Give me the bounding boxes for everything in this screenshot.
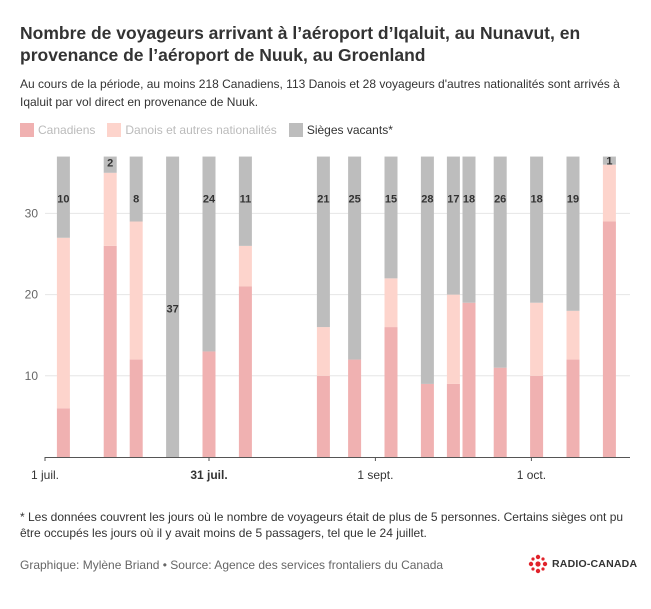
bar-segment-canadiens xyxy=(384,327,398,457)
bar-segment-canadiens xyxy=(462,302,476,457)
bar-segment-canadiens xyxy=(103,245,117,457)
bar-segment-danois xyxy=(602,164,616,222)
bar-segment-vacants xyxy=(56,156,70,238)
bar-segment-canadiens xyxy=(446,383,460,457)
radio-canada-logo-text: RADIO-CANADA xyxy=(552,558,638,570)
legend-item-vacants[interactable]: Sièges vacants* xyxy=(288,123,393,137)
x-tick-label: 1 sept. xyxy=(357,468,393,482)
legend-swatch-vacants xyxy=(288,123,303,137)
x-tick-label: 1 oct. xyxy=(517,468,546,482)
data-label-vacants: 1 xyxy=(606,156,612,168)
data-label-vacants: 17 xyxy=(447,194,459,206)
bar-segment-danois xyxy=(384,278,398,328)
data-label-vacants: 21 xyxy=(317,194,329,206)
bar-segment-danois xyxy=(566,310,580,360)
data-label-vacants: 18 xyxy=(463,194,475,206)
data-label-vacants: 8 xyxy=(133,194,139,206)
bar-segment-canadiens xyxy=(238,286,252,457)
radio-canada-logo[interactable]: RADIO-CANADA xyxy=(528,554,637,574)
bar-segment-vacants xyxy=(166,156,180,457)
bar-segment-danois xyxy=(103,172,117,246)
data-label-vacants: 18 xyxy=(530,194,542,206)
data-label-vacants: 28 xyxy=(421,194,433,206)
data-label-vacants: 2 xyxy=(107,158,113,170)
bar-segment-vacants xyxy=(566,156,580,311)
bar-segment-vacants xyxy=(420,156,434,384)
bar-segment-danois xyxy=(530,302,544,376)
legend-label-canadiens: Canadiens xyxy=(38,123,96,137)
bar-segment-danois xyxy=(56,237,70,409)
bar-segment-canadiens xyxy=(493,367,507,457)
data-label-vacants: 10 xyxy=(57,194,69,206)
bar-segment-danois xyxy=(316,327,330,376)
y-tick-label: 30 xyxy=(25,206,39,220)
chart-title: Nombre de voyageurs arrivant à l’aéropor… xyxy=(20,23,581,65)
x-tick-label: 31 juil. xyxy=(190,468,227,482)
bar-segment-canadiens xyxy=(348,359,362,457)
bar-segment-canadiens xyxy=(129,359,143,457)
bar-segment-vacants xyxy=(103,156,117,173)
bar-segment-canadiens xyxy=(530,375,544,457)
bar-segment-vacants xyxy=(446,156,460,295)
data-label-vacants: 26 xyxy=(494,194,506,206)
legend-swatch-canadiens xyxy=(20,123,34,137)
data-label-vacants: 15 xyxy=(385,194,397,206)
bar-segment-vacants xyxy=(530,156,544,303)
data-label-vacants: 24 xyxy=(203,194,216,206)
data-label-vacants: 11 xyxy=(240,194,252,206)
bar-segment-canadiens xyxy=(56,408,70,457)
bar-segment-canadiens xyxy=(420,383,434,457)
bar-segment-canadiens xyxy=(602,221,616,457)
y-tick-label: 20 xyxy=(25,288,39,302)
legend-label-danois: Danois et autres nationalités xyxy=(125,123,277,137)
bar-segment-vacants xyxy=(238,156,252,246)
legend: Canadiens Danois et autres nationalités … xyxy=(20,122,405,138)
bar-segment-canadiens xyxy=(316,375,330,457)
data-label-vacants: 37 xyxy=(166,304,178,316)
legend-item-danois[interactable]: Danois et autres nationalités xyxy=(107,123,277,137)
chart-subtitle: Au cours de la période, au moins 218 Can… xyxy=(20,77,620,109)
bar-segment-canadiens xyxy=(566,359,580,457)
credits: Graphique: Mylène Briand • Source: Agenc… xyxy=(20,558,444,572)
legend-item-canadiens[interactable]: Canadiens xyxy=(20,123,95,137)
bar-segment-vacants xyxy=(493,156,507,368)
data-label-vacants: 19 xyxy=(567,194,579,206)
y-tick-label: 10 xyxy=(25,369,39,383)
bar-segment-danois xyxy=(238,245,252,287)
bar-segment-vacants xyxy=(384,156,398,279)
bar-segment-danois xyxy=(446,294,460,384)
data-label-vacants: 25 xyxy=(348,194,360,206)
legend-label-vacants: Sièges vacants* xyxy=(306,123,393,137)
bar-segment-canadiens xyxy=(202,351,216,457)
footnote: * Les données couvrent les jours où le n… xyxy=(20,510,624,540)
bar-segment-danois xyxy=(129,221,143,360)
bar-segment-vacants xyxy=(348,156,362,360)
bar-segment-vacants xyxy=(602,156,616,165)
legend-swatch-danois xyxy=(107,123,122,137)
radio-canada-gem-icon xyxy=(528,554,548,574)
bar-segment-vacants xyxy=(316,156,330,328)
bar-segment-vacants xyxy=(462,156,476,303)
x-tick-label: 1 juil. xyxy=(31,468,59,482)
bar-segment-vacants xyxy=(129,156,143,222)
bar-segment-vacants xyxy=(202,156,216,352)
